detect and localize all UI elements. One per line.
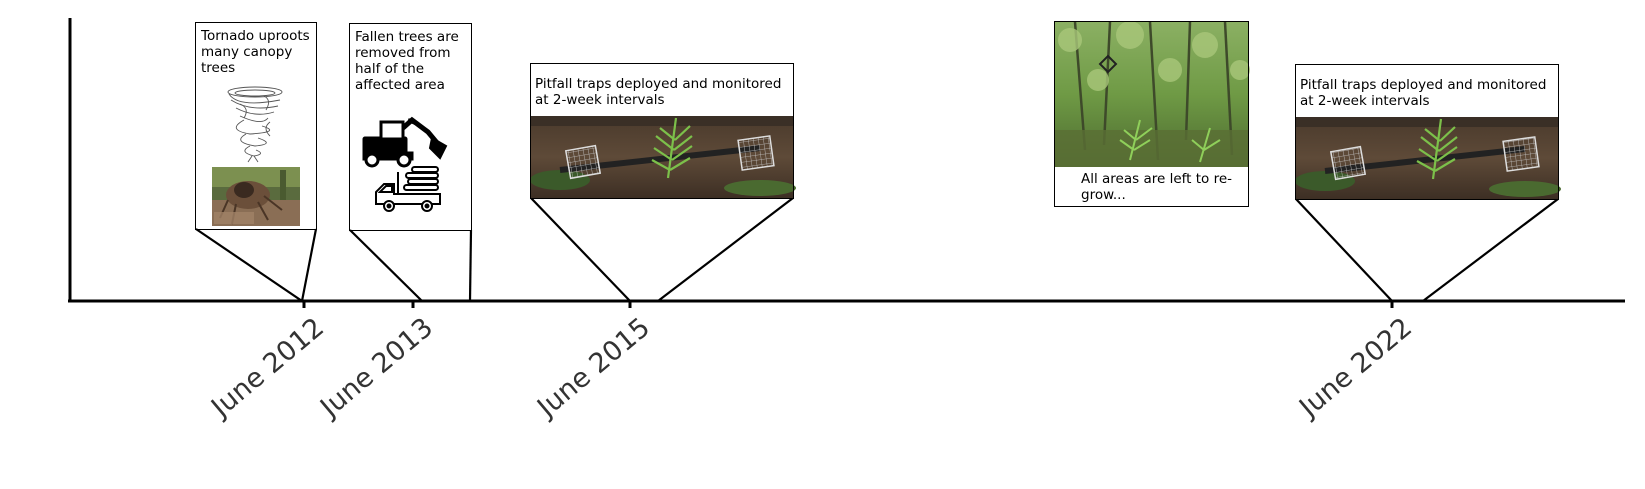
traps-2015-text: Pitfall traps deployed and monitored at …	[535, 76, 782, 108]
pitfall-trap-photo	[530, 116, 796, 198]
tornado-text: Tornado uproots many canopy trees	[201, 28, 310, 76]
traps-2022-text: Pitfall traps deployed and monitored at …	[1300, 77, 1547, 109]
callout-tornado	[195, 22, 317, 230]
removal-text: Fallen trees are removed from half of th…	[355, 29, 459, 93]
connector-2022-right	[1422, 198, 1559, 302]
pitfall-trap-photo-2022	[1295, 117, 1561, 199]
callout-removal	[349, 23, 472, 231]
connector-2015-right	[657, 197, 794, 302]
excavator-icon	[362, 116, 448, 168]
callout-regrow	[1054, 21, 1249, 207]
tornado-icon	[227, 86, 283, 163]
regrow-text: All areas are left to re-grow...	[1081, 171, 1233, 203]
connector-removal-right	[468, 229, 473, 302]
connector-removal	[349, 229, 423, 302]
connector-tornado	[195, 228, 318, 303]
connector-2015-left	[530, 197, 631, 302]
connector-2022-left	[1295, 198, 1393, 302]
log-truck-icon	[375, 166, 441, 212]
uprooted-tree-photo	[212, 167, 300, 226]
callout-traps-2022	[1295, 64, 1559, 200]
callout-traps-2015	[530, 63, 794, 199]
forest-regrowth-photo	[1055, 21, 1250, 167]
